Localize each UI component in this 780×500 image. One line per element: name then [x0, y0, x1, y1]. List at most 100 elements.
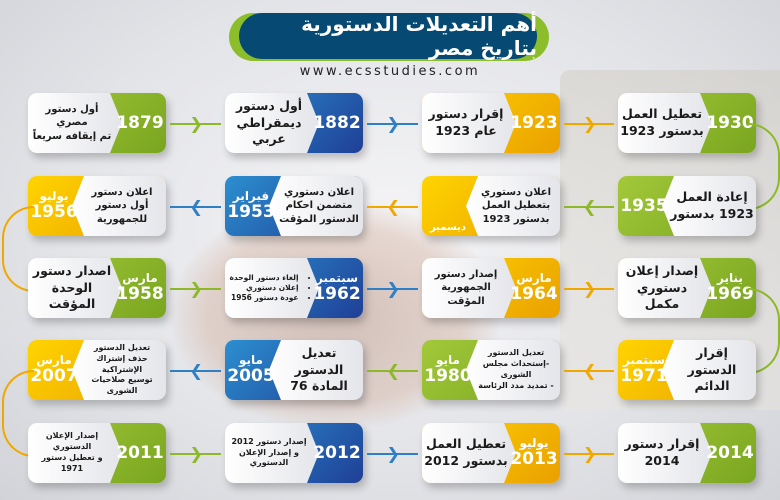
description-line: الدائم	[694, 378, 730, 394]
date-tab: يوليو 2013	[508, 423, 560, 483]
card-text-panel	[662, 176, 756, 236]
year-label: 2005	[227, 366, 275, 387]
card-text-panel	[269, 340, 363, 400]
month-label: مارس	[516, 271, 552, 286]
date-tab: 2012	[311, 423, 363, 483]
year-label: 1953	[227, 202, 275, 223]
card-text-panel	[72, 340, 166, 400]
date-tab: 2011	[114, 423, 166, 483]
date-tab: مارس 1964	[508, 258, 560, 318]
chevron-left-icon: ❮	[386, 197, 400, 216]
card-text-panel	[466, 176, 560, 236]
card-description: إصدار دستور الجمهورية المؤقت	[424, 258, 508, 318]
timeline-card: إصدار دستور الجمهورية المؤقت مارس 1964	[422, 258, 560, 318]
description-line: اعلان دستوري	[480, 186, 552, 198]
description-line: إعادة العمل	[676, 189, 748, 205]
year-label: 1879	[116, 112, 164, 133]
month-label: يناير	[717, 271, 743, 286]
connector-arrow: ❯	[564, 281, 614, 297]
card-description: تعطيل العمل بدستور 1923	[620, 93, 704, 153]
description-line: 1923 بدستور	[670, 206, 754, 221]
year-label: 1930	[706, 112, 754, 133]
description-line: الوحدة المؤقت	[48, 279, 96, 312]
connector-arrow: ❯	[170, 281, 221, 297]
timeline-card: تعديل الدستور -إستحداث مجلس الشورى - تمديد…	[422, 340, 560, 400]
card-description: تعديل الدستور حذف إشتراك الإشتراكية توسيع …	[80, 340, 164, 400]
timeline-card: إصدار الإعلان الدستوري و تعطيل دستور 1971…	[28, 423, 166, 483]
description-line: و إصدار الإعلان الدستوري	[238, 447, 300, 468]
connector-arrow: ❯	[367, 281, 418, 297]
connector-arrow: ❯	[367, 116, 418, 132]
chevron-right-icon: ❯	[386, 279, 400, 298]
date-tab: 1882	[311, 93, 363, 153]
description-line: إصدار إعلان	[625, 262, 699, 278]
date-tab: فبراير 1953	[225, 176, 277, 236]
month-label: ديسمبر	[429, 222, 467, 233]
connector-arrow: ❮	[564, 363, 614, 379]
timeline-card: اصدار دستور الوحدة المؤقت مارس 1958	[28, 258, 166, 318]
card-description: إقرار دستور عام 1923	[424, 93, 508, 153]
timeline-card: إصدار إعلان دستوري مكمل يناير 1969	[618, 258, 756, 318]
card-text-panel	[422, 423, 516, 483]
description-line: توسيع صلاحيات الشورى	[91, 375, 153, 396]
card-description: تعديل الدستور -إستحداث مجلس الشورى - تمديد…	[474, 340, 558, 400]
connector-arrow: ❯	[564, 446, 614, 462]
bullet-item: إعلان دستوري	[229, 283, 299, 293]
description-line: حذف إشتراك الإشتراكية	[96, 353, 148, 374]
chevron-right-icon: ❯	[189, 279, 203, 298]
month-label: مايو	[239, 353, 263, 368]
year-label: 2012	[313, 442, 361, 463]
year-label: 1980	[424, 366, 472, 387]
date-tab: يوليو 1956	[28, 176, 80, 236]
timeline-card: إقرار دستور عام 1923 1923	[422, 93, 560, 153]
connector-arrow: ❮	[170, 363, 221, 379]
chevron-right-icon: ❯	[583, 114, 597, 133]
description-line: تعطيل العمل	[621, 106, 703, 122]
year-label: 2007	[30, 366, 78, 387]
description-line: تم إيقافه سريعاً	[32, 130, 112, 142]
connector-arrow: ❯	[170, 116, 221, 132]
description-line: دستوري مكمل	[636, 279, 688, 312]
timeline-card: اعلان دستوري بتعطيل العمل بدستور 1923 ديسمب…	[422, 176, 560, 236]
description-line: إصدار دستور 2012	[231, 436, 307, 446]
card-description: اعلان دستور أول دستور للجمهورية	[80, 176, 164, 236]
year-label: 2011	[116, 442, 164, 463]
bullet-item: إلغاء دستور الوحدة	[229, 273, 298, 283]
timeline-card: إقرار دستور 2014 2014	[618, 423, 756, 483]
description-line: اصدار دستور	[32, 262, 112, 278]
card-description: تعطيل العمل بدستور 2012	[424, 423, 508, 483]
connector-arrow: ❮	[564, 199, 614, 215]
card-description: اصدار دستور الوحدة المؤقت	[30, 258, 114, 318]
chevron-left-icon: ❮	[583, 197, 597, 216]
card-description: إصدار إعلان دستوري مكمل	[620, 258, 704, 318]
card-description: إصدار الإعلان الدستوري و تعطيل دستور 1971	[30, 423, 114, 483]
chevron-left-icon: ❮	[189, 361, 203, 380]
description-line: متضمن احكام	[285, 200, 353, 212]
timeline-card: أول دستور مصري تم إيقافه سريعاً 1879	[28, 93, 166, 153]
year-label: 1882	[313, 112, 361, 133]
title-banner: أهم التعديلات الدستورية بتاريخ مصر	[229, 12, 549, 61]
card-text-panel	[28, 258, 122, 318]
card-description: إعادة العمل 1923 بدستور	[670, 176, 754, 236]
chevron-right-icon: ❯	[386, 444, 400, 463]
connector-arrow: ❮	[170, 199, 221, 215]
description-line: اعلان دستور	[91, 186, 153, 198]
card-description: اعلان دستوري بتعطيل العمل بدستور 1923	[474, 176, 558, 236]
card-description: أول دستور مصري تم إيقافه سريعاً	[30, 93, 114, 153]
timeline-card: تعطيل العمل بدستور 1923 1930	[618, 93, 756, 153]
date-tab: مارس 2007	[28, 340, 80, 400]
connector-arrow: ❯	[367, 446, 418, 462]
timeline-card: أول دستور ديمقراطي عربي 1882	[225, 93, 363, 153]
date-tab: مايو 1980	[422, 340, 474, 400]
chevron-right-icon: ❯	[583, 444, 597, 463]
card-text-panel	[618, 93, 712, 153]
date-tab: 1935	[618, 176, 670, 236]
year-label: 1923	[510, 112, 558, 133]
chevron-right-icon: ❯	[189, 114, 203, 133]
card-text-panel	[28, 423, 122, 483]
card-description: تعديل الدستور المادة 76	[277, 340, 361, 400]
date-tab: ديسمبر	[422, 176, 474, 236]
card-text-panel	[225, 423, 319, 483]
card-text-panel	[269, 176, 363, 236]
description-line: إقرار الدستور	[687, 344, 737, 377]
